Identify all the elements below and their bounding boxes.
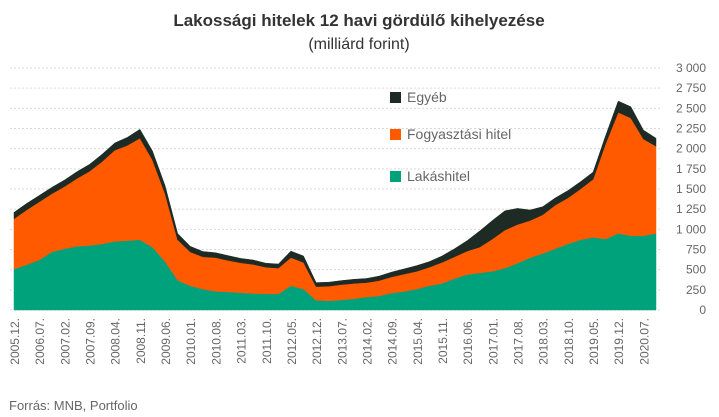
x-tick-label: 2008.04. xyxy=(109,318,123,365)
y-tick-label: 1 250 xyxy=(676,202,706,216)
legend-swatch xyxy=(390,171,401,182)
x-tick-label: 2020.07. xyxy=(637,318,651,365)
y-tick-label: 1 000 xyxy=(676,222,706,236)
x-tick-label: 2005.12. xyxy=(8,318,22,365)
x-tick-label: 2007.02. xyxy=(58,318,72,365)
y-tick-label: 500 xyxy=(686,263,706,277)
x-tick-label: 2013.07. xyxy=(335,318,349,365)
x-tick-label: 2009.06. xyxy=(159,318,173,365)
source-note: Forrás: MNB, Portfolio xyxy=(9,398,138,413)
y-tick-label: 2 250 xyxy=(676,122,706,136)
x-tick-label: 2010.01. xyxy=(184,318,198,365)
legend-label: Lakáshitel xyxy=(407,168,470,184)
x-tick-label: 2016.06. xyxy=(461,318,475,365)
legend-label: Fogyasztási hitel xyxy=(407,126,511,142)
x-tick-label: 2018.03. xyxy=(537,318,551,365)
x-tick-label: 2014.02. xyxy=(360,318,374,365)
x-tick-label: 2010.08. xyxy=(209,318,223,365)
x-tick-label: 2017.08. xyxy=(512,318,526,365)
x-tick-label: 2019.05. xyxy=(587,318,601,365)
y-axis: 0 250 500 750 1 000 1 250 1 500 1 750 2 000 2 250… xyxy=(676,61,706,317)
y-tick-label: 1 750 xyxy=(676,162,706,176)
area-series xyxy=(13,100,657,311)
x-tick-label: 2008.11. xyxy=(134,318,148,364)
x-tick-label: 2019.12. xyxy=(612,318,626,365)
chart-subtitle: (milliárd forint) xyxy=(308,36,409,53)
x-tick-label: 2011.10. xyxy=(260,318,274,364)
y-tick-label: 3 000 xyxy=(676,61,706,75)
x-tick-label: 2015.04. xyxy=(411,318,425,365)
y-tick-label: 2 500 xyxy=(676,101,706,115)
x-tick-label: 2018.10. xyxy=(562,318,576,365)
x-tick-label: 2017.01. xyxy=(486,318,500,365)
y-tick-label: 2 750 xyxy=(676,81,706,95)
x-tick-label: 2007.09. xyxy=(84,318,98,365)
area-egy-b xyxy=(13,100,657,287)
x-tick-label: 2015.11. xyxy=(436,318,450,364)
y-tick-label: 2 000 xyxy=(676,142,706,156)
x-tick-label: 2011.03. xyxy=(235,318,249,364)
y-tick-label: 250 xyxy=(686,283,706,297)
y-tick-label: 1 500 xyxy=(676,182,706,196)
legend: Egyéb Fogyasztási hitel Lakáshitel xyxy=(390,89,511,184)
chart-title: Lakossági hitelek 12 havi gördülő kihely… xyxy=(173,11,544,30)
x-tick-label: 2006.07. xyxy=(33,318,47,365)
x-tick-label: 2014.09. xyxy=(386,318,400,365)
legend-swatch xyxy=(390,129,401,140)
legend-label: Egyéb xyxy=(407,89,447,105)
y-tick-label: 750 xyxy=(686,243,706,257)
x-tick-label: 2012.12. xyxy=(310,318,324,365)
x-tick-label: 2012.05. xyxy=(285,318,299,365)
x-axis: 2005.12. 2006.07. 2007.02. 2007.09. 2008.04.… xyxy=(8,318,651,365)
y-tick-label: 0 xyxy=(699,303,706,317)
legend-swatch xyxy=(390,92,401,103)
